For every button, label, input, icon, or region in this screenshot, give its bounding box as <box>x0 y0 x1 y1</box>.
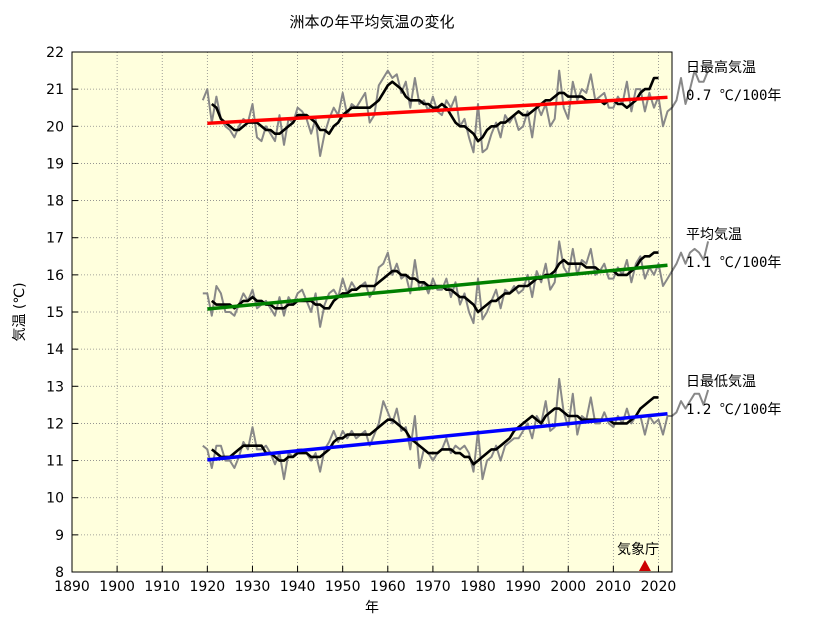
x-tick-label: 2010 <box>596 579 632 595</box>
x-tick-label: 1950 <box>325 579 361 595</box>
series-name-label: 日最高気温 <box>686 59 756 76</box>
moving-average-line <box>210 76 659 143</box>
chart-title: 洲本の年平均気温の変化 <box>289 13 454 31</box>
moving-average-line <box>210 396 659 466</box>
trend-line <box>207 95 668 126</box>
source-marker-triangle <box>638 560 651 571</box>
series-name-label: 平均気温 <box>686 227 742 243</box>
y-tick-label: 22 <box>46 45 64 61</box>
y-tick-label: 16 <box>46 268 64 284</box>
x-tick-label: 1960 <box>370 579 406 595</box>
series-layer <box>201 69 710 481</box>
y-tick-label: 17 <box>46 231 64 247</box>
y-tick-label: 10 <box>46 491 64 507</box>
y-tick-label: 9 <box>55 528 64 544</box>
y-tick-label: 12 <box>46 416 64 432</box>
y-tick-label: 20 <box>46 119 64 135</box>
y-tick-label: 18 <box>46 194 64 210</box>
x-tick-label: 1920 <box>190 579 226 595</box>
trend-rate-label: 0.7 ℃/100年 <box>686 88 781 104</box>
y-axis-label: 気温 (℃) <box>12 282 28 341</box>
trend-rate-label: 1.1 ℃/100年 <box>686 255 781 271</box>
x-tick-label: 1910 <box>144 579 180 595</box>
x-tick-label: 1900 <box>99 579 135 595</box>
series-name-label: 日最低気温 <box>686 374 756 390</box>
trend-rate-label: 1.2 ℃/100年 <box>686 402 781 418</box>
y-tick-label: 11 <box>46 454 64 470</box>
y-tick-label: 13 <box>46 379 64 395</box>
axis-ticks: 1890 1900 1910 1920 1930 1940 1950 1960 1970 1980… <box>46 45 676 595</box>
x-tick-label: 1930 <box>235 579 271 595</box>
trend-line <box>207 263 668 311</box>
source-label: 気象庁 <box>617 542 659 558</box>
y-tick-label: 14 <box>46 342 64 358</box>
y-tick-label: 15 <box>46 305 64 321</box>
trend-line <box>207 412 668 462</box>
y-tick-label: 8 <box>55 565 64 581</box>
y-tick-label: 19 <box>46 156 64 172</box>
x-axis-label: 年 <box>365 600 379 616</box>
x-tick-label: 1890 <box>54 579 90 595</box>
x-tick-label: 1980 <box>460 579 496 595</box>
y-tick-label: 21 <box>46 82 64 98</box>
x-tick-label: 1990 <box>505 579 541 595</box>
x-tick-label: 1940 <box>280 579 316 595</box>
grid-lines <box>72 52 672 572</box>
x-tick-label: 2000 <box>550 579 586 595</box>
x-tick-label: 2020 <box>641 579 677 595</box>
x-tick-label: 1970 <box>415 579 451 595</box>
